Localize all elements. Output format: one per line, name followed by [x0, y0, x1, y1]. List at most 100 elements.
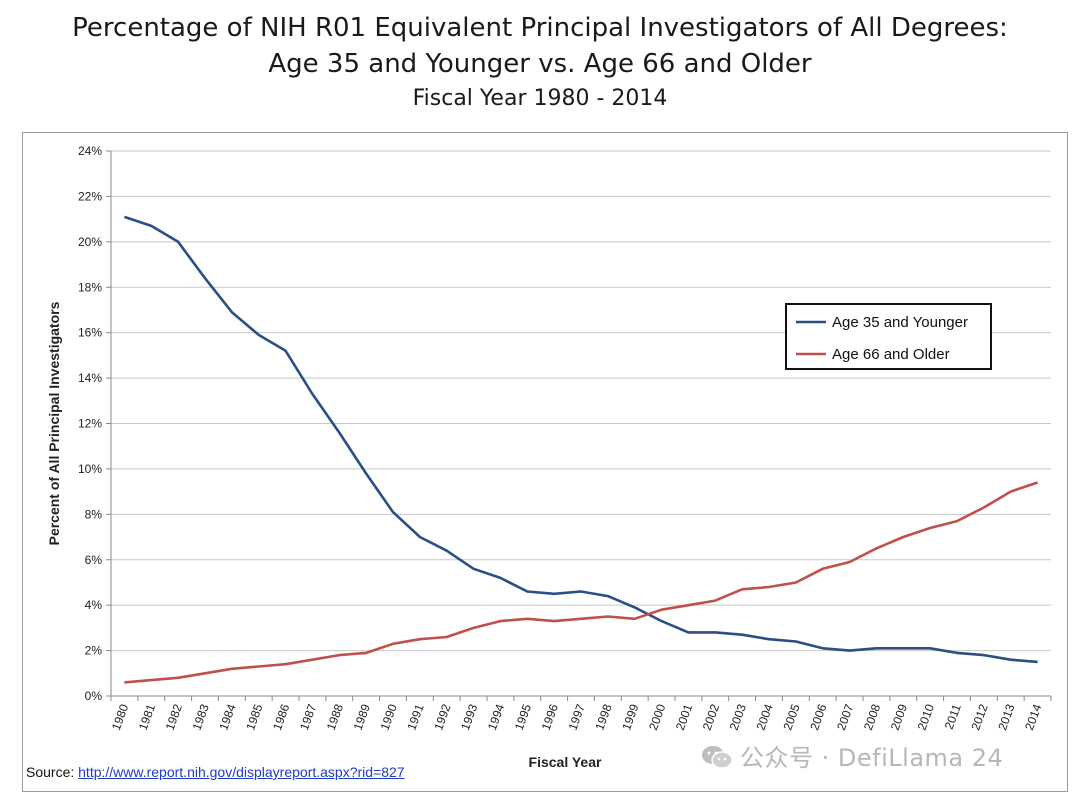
data-point	[929, 647, 932, 650]
title-line-1: Percentage of NIH R01 Equivalent Princip…	[72, 13, 1008, 43]
x-tick-label: 1980	[109, 702, 131, 732]
source-label: Source:	[26, 764, 79, 780]
data-point	[768, 638, 771, 641]
data-point	[982, 654, 985, 657]
data-point	[204, 672, 207, 675]
data-point	[1009, 490, 1012, 493]
x-tick-label: 2006	[807, 702, 829, 732]
data-point	[418, 536, 421, 539]
data-point	[230, 667, 233, 670]
data-point	[392, 642, 395, 645]
data-point	[472, 626, 475, 629]
data-point	[365, 651, 368, 654]
data-point	[929, 527, 932, 530]
data-point	[848, 649, 851, 652]
y-tick-label: 20%	[78, 235, 102, 249]
data-point	[1009, 658, 1012, 661]
x-tick-label: 1989	[351, 702, 373, 732]
y-tick-label: 12%	[78, 417, 102, 431]
data-point	[150, 225, 153, 228]
x-tick-label: 1999	[619, 702, 641, 732]
data-point	[714, 631, 717, 634]
x-tick-label: 2005	[780, 702, 802, 732]
data-point	[499, 577, 502, 580]
x-tick-label: 2007	[834, 702, 856, 732]
data-point	[982, 506, 985, 509]
x-tick-label: 1998	[592, 702, 614, 732]
wechat-icon	[702, 746, 733, 769]
data-point	[660, 608, 663, 611]
data-point	[418, 638, 421, 641]
data-point	[284, 349, 287, 352]
series-line-age-35-and-younger	[123, 215, 1038, 664]
legend-label: Age 66 and Older	[832, 346, 950, 363]
y-tick-label: 16%	[78, 326, 102, 340]
x-tick-label: 2011	[942, 702, 964, 731]
x-tick-label: 2009	[888, 702, 910, 732]
data-point	[204, 277, 207, 280]
x-tick-label: 1985	[243, 702, 265, 732]
x-tick-label: 1986	[270, 702, 292, 732]
data-point	[660, 620, 663, 623]
x-tick-label: 1994	[485, 702, 507, 732]
x-tick-label: 1988	[324, 702, 346, 732]
title-line-2: Age 35 and Younger vs. Age 66 and Older	[268, 49, 812, 79]
x-tick-label: 1981	[136, 702, 158, 732]
data-point	[606, 615, 609, 618]
data-point	[875, 547, 878, 550]
y-tick-label: 4%	[85, 598, 103, 612]
data-point	[150, 679, 153, 682]
data-point	[821, 647, 824, 650]
data-point	[956, 520, 959, 523]
legend	[785, 303, 992, 370]
data-point	[445, 636, 448, 639]
data-point	[230, 311, 233, 314]
data-point	[365, 472, 368, 475]
y-tick-label: 10%	[78, 462, 102, 476]
x-tick-label: 1995	[512, 702, 534, 732]
data-point	[956, 651, 959, 654]
x-axis-title: Fiscal Year	[529, 754, 602, 770]
data-point	[472, 567, 475, 570]
data-point	[338, 654, 341, 657]
data-point	[338, 431, 341, 434]
source-link[interactable]: http://www.report.nih.gov/displayreport.…	[78, 764, 405, 780]
x-tick-label: 1982	[163, 702, 185, 732]
x-tick-label: 1990	[378, 702, 400, 732]
data-point	[794, 640, 797, 643]
data-point	[687, 604, 690, 607]
series-line-age-66-and-older	[124, 481, 1039, 684]
x-tick-label: 2003	[727, 702, 749, 732]
data-point	[606, 595, 609, 598]
x-tick-label: 1983	[190, 702, 212, 732]
watermark: 公众号 · DefiLlama 24	[700, 738, 1003, 773]
data-point	[526, 590, 529, 593]
chart-frame: 0% 2% 4% 6% 8% 10% 12% 14% 16% 18% 20% 22% 24% 1980 19…	[22, 132, 1068, 792]
x-tick-label: 2001	[673, 702, 695, 732]
data-point	[257, 334, 260, 337]
data-point	[633, 617, 636, 620]
data-point	[768, 586, 771, 589]
data-point	[1036, 481, 1039, 484]
x-tick-label: 2012	[968, 702, 990, 732]
source-note: Source: http://www.report.nih.gov/displa…	[26, 764, 405, 780]
data-point	[392, 511, 395, 514]
chart-title: Percentage of NIH R01 Equivalent Princip…	[0, 10, 1080, 116]
data-point	[741, 588, 744, 591]
data-point	[875, 647, 878, 650]
data-point	[794, 581, 797, 584]
data-point	[284, 663, 287, 666]
data-point	[714, 599, 717, 602]
x-tick-label: 2010	[915, 702, 937, 732]
x-tick-label: 1992	[431, 702, 453, 732]
data-point	[123, 681, 126, 684]
title-subtitle: Fiscal Year 1980 - 2014	[412, 86, 668, 111]
data-point	[177, 676, 180, 679]
legend-label: Age 35 and Younger	[832, 314, 968, 331]
watermark-text: 公众号	[740, 744, 814, 772]
data-point	[633, 606, 636, 609]
x-tick-label: 2000	[646, 702, 668, 732]
y-tick-label: 24%	[78, 144, 102, 158]
x-tick-label: 1984	[216, 702, 238, 732]
data-point	[1036, 661, 1039, 664]
